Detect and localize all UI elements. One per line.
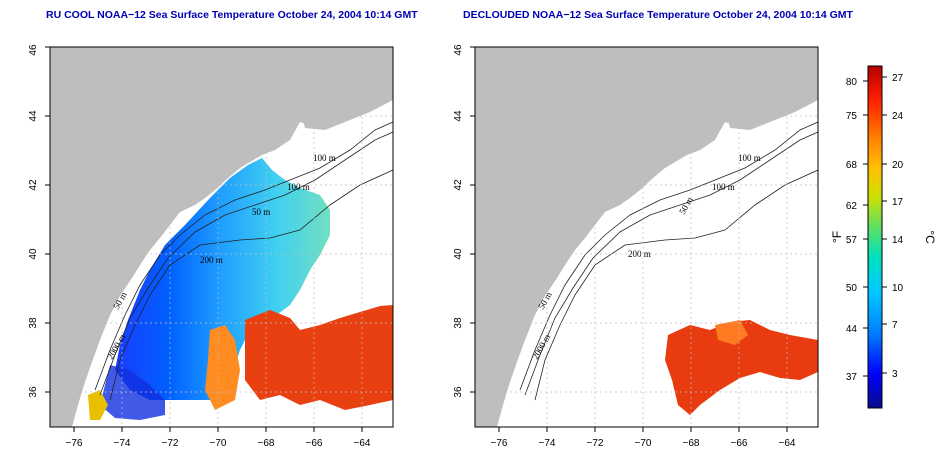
celsius-tick-label: 24: [892, 111, 904, 122]
y-tick-label: 36: [453, 386, 464, 398]
y-tick-label: 38: [453, 317, 464, 329]
x-tick-label: −68: [258, 438, 275, 449]
fahrenheit-tick-label: 57: [846, 235, 858, 246]
x-tick-label: −64: [779, 438, 796, 449]
sst-warm-region: [245, 305, 393, 410]
sst-warm-region: [665, 320, 818, 415]
land-mass: [50, 47, 393, 427]
left-x-axis: −76 −74 −72 −70 −68 −66 −64: [66, 427, 371, 449]
x-tick-label: −72: [587, 438, 604, 449]
x-tick-label: −70: [635, 438, 652, 449]
fahrenheit-tick-label: 37: [846, 372, 858, 383]
x-tick-label: −76: [491, 438, 508, 449]
bathymetry-contours: [519, 121, 818, 401]
fahrenheit-tick-label: 44: [846, 324, 858, 335]
celsius-tick-label: 27: [892, 73, 904, 84]
sst-cold-region: [115, 158, 330, 400]
left-map-panel: 100 m 100 m 50 m 200 m 50 m 2000 m: [50, 47, 393, 427]
x-tick-label: −74: [114, 438, 131, 449]
x-tick-label: −66: [306, 438, 323, 449]
fahrenheit-unit-label: °F: [830, 231, 844, 243]
grid-lines: [50, 47, 393, 427]
y-tick-label: 42: [453, 179, 464, 191]
fahrenheit-tick-label: 68: [846, 160, 858, 171]
fahrenheit-tick-label: 75: [846, 111, 858, 122]
contour-label: 100 m: [313, 153, 336, 163]
contour-label: 200 m: [200, 255, 223, 265]
y-tick-label: 46: [28, 44, 39, 56]
celsius-unit-label: °C: [923, 230, 937, 244]
celsius-tick-label: 7: [892, 320, 898, 331]
celsius-tick-label: 20: [892, 160, 904, 171]
y-tick-label: 36: [28, 386, 39, 398]
sst-yellow-patch: [88, 390, 108, 420]
sst-deep-blue-region: [100, 365, 165, 420]
colorbar: 80 75 68 62 57 50 44 37 27 24 20 17 14 1…: [830, 65, 937, 409]
y-tick-label: 42: [28, 179, 39, 191]
x-tick-label: −74: [539, 438, 556, 449]
celsius-tick-label: 14: [892, 235, 904, 246]
y-tick-label: 46: [453, 44, 464, 56]
left-map-title: RU COOL NOAA−12 Sea Surface Temperature …: [46, 9, 418, 21]
nova-scotia: [725, 70, 818, 130]
celsius-tick-label: 10: [892, 283, 904, 294]
land-mass: [475, 47, 818, 427]
contour-label: 50 m: [252, 207, 270, 217]
celsius-tick-label: 3: [892, 369, 898, 380]
x-tick-label: −76: [66, 438, 83, 449]
sst-orange-streak: [205, 325, 240, 410]
contour-label: 100 m: [738, 153, 761, 163]
y-tick-label: 38: [28, 317, 39, 329]
bathymetry-contours: [94, 121, 393, 401]
x-tick-label: −64: [354, 438, 371, 449]
y-tick-label: 44: [453, 110, 464, 122]
contour-label: 100 m: [712, 182, 735, 192]
fahrenheit-tick-label: 80: [846, 77, 858, 88]
contour-label: 100 m: [287, 182, 310, 192]
right-y-axis: 36 38 40 42 44 46: [453, 44, 475, 398]
contour-label: 200 m: [628, 249, 651, 259]
right-x-axis: −76 −74 −72 −70 −68 −66 −64: [491, 427, 796, 449]
right-map-frame: [474, 46, 819, 428]
x-tick-label: −66: [731, 438, 748, 449]
fahrenheit-tick-label: 62: [846, 201, 858, 212]
grid-lines: [475, 47, 818, 427]
nova-scotia: [300, 70, 393, 130]
x-tick-label: −72: [162, 438, 179, 449]
y-tick-label: 44: [28, 110, 39, 122]
x-tick-label: −68: [683, 438, 700, 449]
y-tick-label: 40: [28, 248, 39, 260]
left-y-axis: 36 38 40 42 44 46: [28, 44, 50, 398]
left-map-frame: [49, 46, 394, 428]
sst-orange-patch: [715, 320, 748, 345]
y-tick-label: 40: [453, 248, 464, 260]
celsius-tick-label: 17: [892, 197, 904, 208]
fahrenheit-tick-label: 50: [846, 283, 858, 294]
right-map-title: DECLOUDED NOAA−12 Sea Surface Temperatur…: [463, 9, 853, 21]
right-map-panel: 100 m 100 m 50 m 200 m 50 m 2000 m: [475, 47, 818, 427]
colorbar-gradient: [867, 65, 883, 409]
x-tick-label: −70: [210, 438, 227, 449]
